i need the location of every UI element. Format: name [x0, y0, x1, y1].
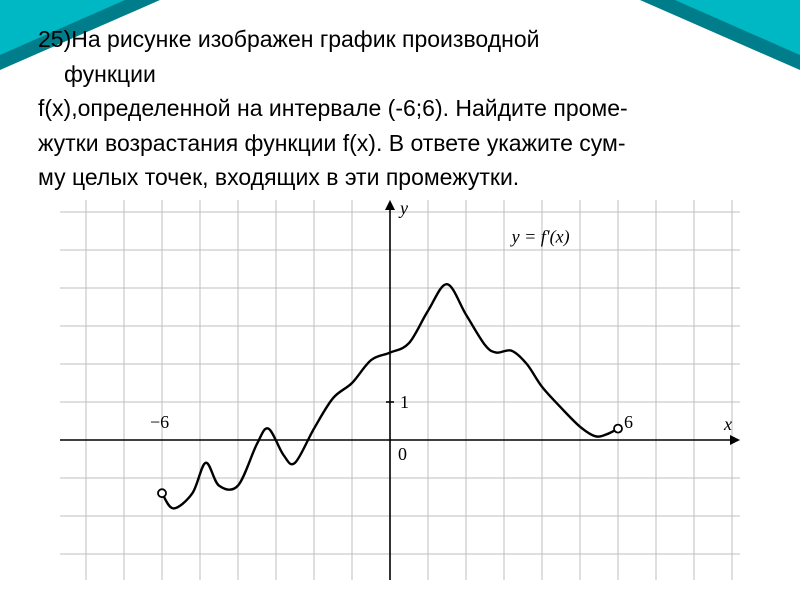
- derivative-chart: y y = f'(x) x 0 1 −6 6: [60, 200, 740, 580]
- chart-svg: y y = f'(x) x 0 1 −6 6: [60, 200, 740, 580]
- svg-text:y: y: [398, 200, 408, 218]
- svg-text:0: 0: [398, 444, 407, 464]
- svg-text:x: x: [723, 414, 732, 434]
- svg-text:−6: −6: [150, 412, 169, 432]
- problem-line-4: му целых точек, входящих в эти промежутк…: [38, 160, 762, 195]
- problem-line-1: 25)На рисунке изображен график производн…: [38, 22, 762, 57]
- problem-line-1b: функции: [38, 57, 762, 92]
- svg-text:1: 1: [400, 392, 409, 412]
- svg-text:y = f'(x): y = f'(x): [510, 226, 570, 247]
- problem-line-2: f(x),определенной на интервале (-6;6). Н…: [38, 91, 762, 126]
- problem-content: 25)На рисунке изображен график производн…: [38, 22, 762, 195]
- svg-text:6: 6: [624, 412, 633, 432]
- problem-line-3: жутки возрастания функции f(x). В ответе…: [38, 126, 762, 161]
